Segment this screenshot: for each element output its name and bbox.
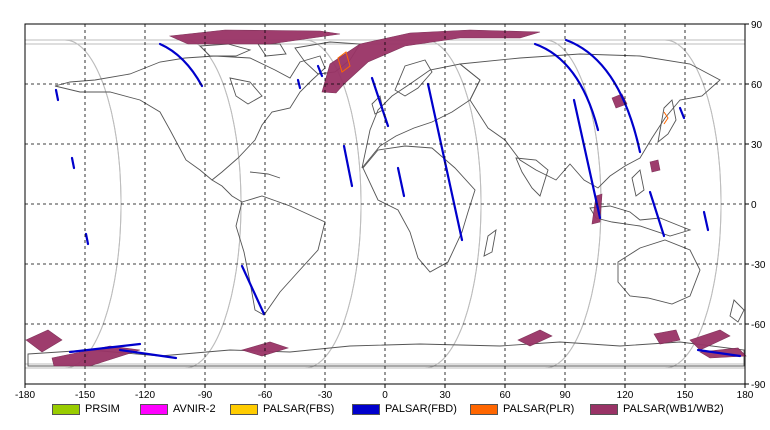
india-coast bbox=[515, 157, 549, 197]
legend-swatch bbox=[352, 403, 380, 415]
fbd-track-europe bbox=[370, 76, 390, 128]
fbd-track-pacific-1 bbox=[70, 156, 76, 170]
fbd-track-alaska bbox=[158, 42, 204, 88]
fbd-track-australia-1 bbox=[648, 190, 666, 238]
wb-swath-arctic-arc bbox=[321, 29, 541, 94]
legend-swatch bbox=[140, 403, 168, 415]
plr-mark-iceland bbox=[337, 51, 351, 73]
legend-label: PALSAR(FBS) bbox=[263, 403, 335, 415]
x-tick-label: 60 bbox=[499, 390, 511, 401]
x-tick-label: 180 bbox=[737, 390, 754, 401]
legend-item: PRSIM bbox=[52, 402, 120, 416]
wb-swath-pacific bbox=[649, 159, 661, 173]
y-tick-label: 90 bbox=[751, 20, 763, 31]
plr-mark-japan bbox=[663, 111, 669, 125]
fbd-track-kamchatka bbox=[678, 106, 686, 120]
fbd-track-antarctic-1 bbox=[68, 342, 142, 354]
legend-label: PALSAR(WB1/WB2) bbox=[623, 403, 724, 415]
y-tick-label: 0 bbox=[751, 200, 757, 211]
madagascar-coast bbox=[483, 228, 497, 257]
fbd-track-siberia-2 bbox=[564, 38, 642, 154]
x-tick-label: -120 bbox=[135, 390, 155, 401]
fbd-track-pacific-2 bbox=[84, 232, 90, 246]
australia-coast bbox=[617, 239, 701, 305]
legend-label: PRSIM bbox=[85, 403, 120, 415]
europe-coast bbox=[361, 63, 481, 169]
y-tick-label: 60 bbox=[751, 80, 763, 91]
japan-coast bbox=[657, 99, 677, 144]
y-tick-label: -30 bbox=[751, 260, 766, 271]
wb-swath-arctic-west bbox=[168, 29, 341, 45]
hudson-bay-coast bbox=[229, 77, 263, 105]
wb-swath-south-pacific-1 bbox=[25, 329, 63, 353]
fbd-track-africa-west bbox=[342, 144, 354, 188]
south-america-coast bbox=[235, 195, 326, 316]
y-axis-ticks: 90 60 30 0 -30 -60 -90 bbox=[745, 20, 766, 391]
fbd-track-atlantic bbox=[316, 64, 324, 78]
fbd-track-andes bbox=[240, 264, 266, 316]
x-axis-ticks: -180 -150 -120 -90 -60 -30 0 30 60 90 120 150 180 bbox=[15, 384, 754, 401]
fbd-track-siberia-1 bbox=[533, 42, 600, 132]
graticule bbox=[25, 24, 745, 384]
legend-item: AVNIR-2 bbox=[140, 402, 216, 416]
palsar-wb-swaths bbox=[25, 29, 747, 367]
fbd-track-china bbox=[572, 98, 602, 220]
legend: PRSIM AVNIR-2 PALSAR(FBS) PALSAR(FBD) PALSAR… bbox=[0, 398, 770, 420]
indonesia-coast bbox=[589, 205, 692, 237]
legend-swatch bbox=[230, 403, 258, 415]
legend-item: PALSAR(PLR) bbox=[470, 402, 574, 416]
legend-swatch bbox=[52, 403, 80, 415]
africa-coast bbox=[362, 145, 476, 273]
scandinavia-coast bbox=[394, 59, 433, 97]
x-tick-label: -90 bbox=[198, 390, 213, 401]
legend-swatch bbox=[590, 403, 618, 415]
north-america-coast bbox=[54, 55, 326, 181]
caribbean-coast bbox=[249, 171, 281, 179]
fbd-track-australia-2 bbox=[702, 210, 710, 232]
x-tick-label: -30 bbox=[318, 390, 333, 401]
wb-swath-antarctic-2 bbox=[517, 329, 553, 347]
fbd-track-antarctic-2 bbox=[118, 348, 178, 360]
x-tick-label: 30 bbox=[439, 390, 451, 401]
wb-swath-antarctic-4 bbox=[689, 329, 731, 351]
fbd-track-greenland bbox=[296, 78, 302, 90]
fbd-track-bering bbox=[54, 88, 60, 102]
philippines-coast bbox=[631, 169, 645, 197]
x-tick-label: -180 bbox=[15, 390, 35, 401]
legend-swatch bbox=[470, 403, 498, 415]
legend-item: PALSAR(FBS) bbox=[230, 402, 334, 416]
arctic-islands-coast bbox=[198, 43, 287, 57]
legend-label: PALSAR(FBD) bbox=[385, 403, 457, 415]
legend-item: PALSAR(FBD) bbox=[352, 402, 457, 416]
x-tick-label: 120 bbox=[617, 390, 634, 401]
x-tick-label: -150 bbox=[75, 390, 95, 401]
y-tick-label: -90 bbox=[751, 380, 766, 391]
fbd-track-antarctic-3 bbox=[696, 348, 742, 358]
x-tick-label: 150 bbox=[677, 390, 694, 401]
new-zealand-coast bbox=[729, 299, 745, 323]
legend-label: AVNIR-2 bbox=[173, 403, 216, 415]
y-tick-label: -60 bbox=[751, 320, 766, 331]
palsar-fbd-tracks bbox=[54, 38, 742, 360]
asia-coast bbox=[458, 53, 721, 189]
central-america-coast bbox=[211, 179, 243, 203]
x-tick-label: 0 bbox=[382, 390, 388, 401]
palsar-plr-marks bbox=[337, 51, 669, 125]
x-tick-label: -60 bbox=[258, 390, 273, 401]
y-tick-label: 30 bbox=[751, 140, 763, 151]
legend-label: PALSAR(PLR) bbox=[503, 403, 575, 415]
x-tick-label: 90 bbox=[559, 390, 571, 401]
fbd-track-congo bbox=[396, 166, 406, 198]
wb-swath-antarctic-3 bbox=[653, 329, 681, 345]
antarctica-coast bbox=[27, 341, 745, 367]
legend-item: PALSAR(WB1/WB2) bbox=[590, 402, 724, 416]
